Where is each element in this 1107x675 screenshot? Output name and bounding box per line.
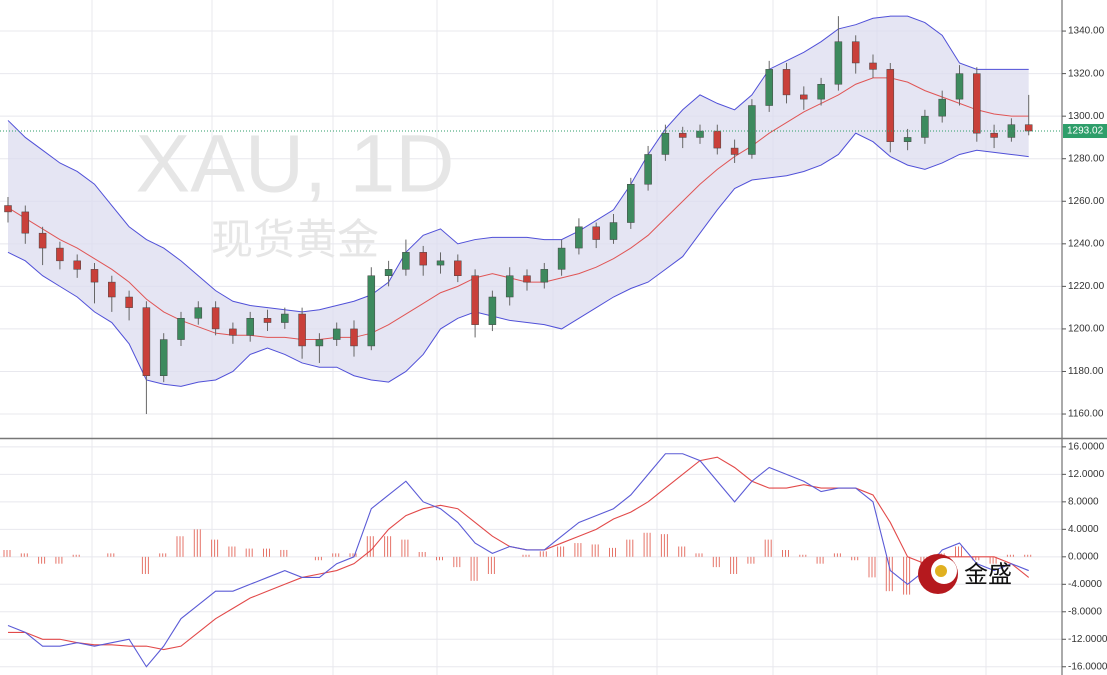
y-tick-label: 1200.00 [1068,324,1105,335]
band-fill [8,16,1029,387]
candle-body [1024,124,1033,132]
watermark-subtitle: 现货黄金 [211,216,379,263]
candle-body [454,260,462,276]
candle-body [955,73,964,100]
candle-body [765,69,773,106]
candle-body [246,318,254,336]
candle-body [782,69,791,96]
candle-body [315,339,324,347]
candle-body [436,260,445,266]
y-tick-label: 0.0000 [1068,551,1099,562]
candle-body [211,307,220,330]
candle-body [350,328,358,347]
y-tick-label: 1160.00 [1068,409,1104,420]
candle-body [903,137,912,142]
candle-body [990,132,998,138]
candle-body [108,281,116,298]
y-tick-label: 16.0000 [1068,442,1105,453]
y-tick-label: 1240.00 [1068,238,1105,249]
plot [0,15,1062,668]
y-tick-label: 1260.00 [1068,196,1105,207]
candle-body [921,115,929,138]
candle-body [869,62,877,70]
y-tick-label: 1340.00 [1068,26,1105,37]
candle-body [834,41,843,85]
candle-body [90,269,99,283]
candle-body [557,247,566,270]
logo-icon [935,565,947,577]
candle-body [73,260,81,270]
y-tick-label: -8.0000 [1068,606,1102,617]
candle-body [125,296,133,308]
candle-body [540,269,549,283]
candle-body [488,296,497,325]
candle-body [575,226,583,249]
candle-body [973,73,981,134]
candle-body [4,205,12,213]
candle-body [142,307,151,376]
candle-body [713,130,722,149]
candle-body [592,226,600,240]
candle-body [56,247,64,262]
y-tick-label: -4.0000 [1068,579,1102,590]
candle-body [367,275,376,347]
last-price-box [1063,124,1107,139]
candle-body [194,307,203,319]
candle-body [419,252,427,266]
watermark: XAU, 1D [136,119,455,210]
candle-body [627,183,635,223]
y-tick-label: 8.0000 [1068,496,1099,507]
candle-body [696,130,704,138]
candle-body [384,269,393,276]
candle-body [523,275,531,283]
candle-body [402,252,410,270]
candle-body [21,211,30,234]
candle-body [661,132,670,155]
candle-body [800,94,808,100]
logo-text: 金盛 [964,561,1012,588]
candle-body [332,328,341,340]
candle-body [938,98,946,117]
band-upper [7,15,1029,313]
y-tick-label: 1300.00 [1068,111,1105,122]
logo: 金盛 [918,554,1012,594]
candle-body [505,275,514,298]
y-tick-label: 4.0000 [1068,524,1099,535]
candle-body [609,222,618,240]
y-tick-label: 1320.00 [1068,68,1105,79]
y-tick-label: -16.0000 [1068,661,1107,672]
candle-body [644,154,652,185]
y-tick-label: 12.0000 [1068,469,1105,480]
macd-line [7,453,1029,668]
y-tick-label: -12.0000 [1068,634,1107,645]
y-tick-label: 1180.00 [1068,366,1104,377]
candle-body [851,41,860,64]
candle-body [281,313,289,323]
candle-body [748,105,756,155]
candle-body [159,339,168,376]
candle-body [229,328,237,336]
y-tick-label: 1280.00 [1068,153,1105,164]
band-lower [7,132,1029,387]
candle-body [38,232,47,249]
candle-body [298,313,306,347]
candle-body [886,69,895,142]
candle-body [471,275,479,325]
candle-body [817,84,825,100]
last-price-label: 1293.02 [1067,126,1104,137]
candle-body [678,132,687,138]
candle-body [177,318,185,340]
y-tick-label: 1220.00 [1068,281,1105,292]
candle-body [730,147,739,155]
candle-body [263,318,272,323]
